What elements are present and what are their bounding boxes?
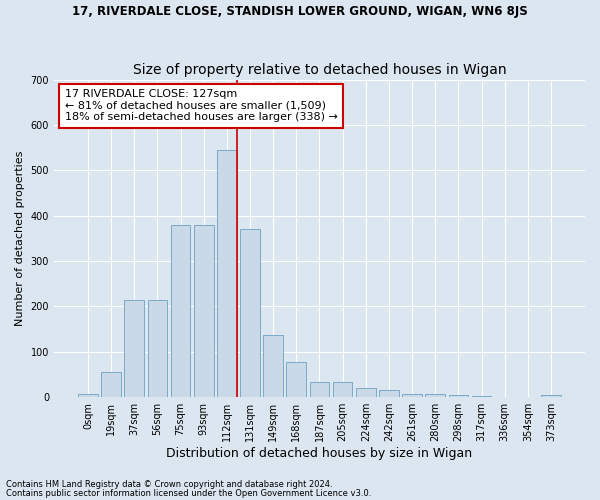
Bar	[472, 396, 491, 397]
Bar	[124, 300, 144, 397]
Bar	[356, 388, 376, 397]
Bar	[263, 334, 283, 397]
Bar	[78, 394, 98, 397]
Bar	[402, 394, 422, 397]
Bar	[425, 394, 445, 397]
Bar	[194, 225, 214, 397]
Bar	[170, 225, 190, 397]
Bar	[541, 395, 561, 397]
Bar	[286, 362, 306, 397]
Text: Contains public sector information licensed under the Open Government Licence v3: Contains public sector information licen…	[6, 488, 371, 498]
Text: 17 RIVERDALE CLOSE: 127sqm
← 81% of detached houses are smaller (1,509)
18% of s: 17 RIVERDALE CLOSE: 127sqm ← 81% of deta…	[65, 89, 337, 122]
Bar	[449, 395, 468, 397]
Y-axis label: Number of detached properties: Number of detached properties	[15, 150, 25, 326]
Bar	[379, 390, 399, 397]
Bar	[217, 150, 236, 397]
Title: Size of property relative to detached houses in Wigan: Size of property relative to detached ho…	[133, 63, 506, 77]
Text: 17, RIVERDALE CLOSE, STANDISH LOWER GROUND, WIGAN, WN6 8JS: 17, RIVERDALE CLOSE, STANDISH LOWER GROU…	[72, 5, 528, 18]
Bar	[148, 300, 167, 397]
Bar	[333, 382, 352, 397]
Bar	[310, 382, 329, 397]
Text: Contains HM Land Registry data © Crown copyright and database right 2024.: Contains HM Land Registry data © Crown c…	[6, 480, 332, 489]
Bar	[101, 372, 121, 397]
Bar	[240, 230, 260, 397]
X-axis label: Distribution of detached houses by size in Wigan: Distribution of detached houses by size …	[166, 447, 473, 460]
